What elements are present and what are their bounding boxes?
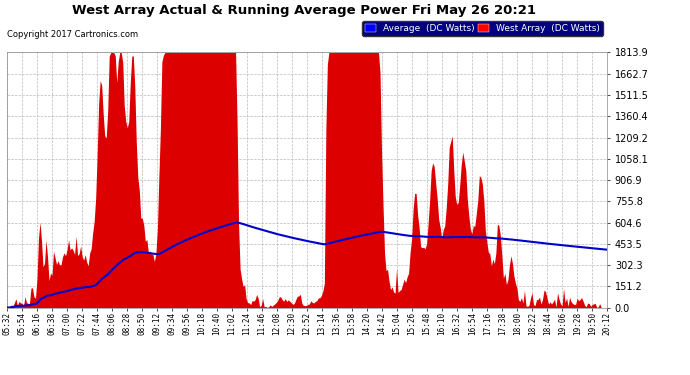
- Legend: Average  (DC Watts), West Array  (DC Watts): Average (DC Watts), West Array (DC Watts…: [362, 21, 602, 36]
- Text: West Array Actual & Running Average Power Fri May 26 20:21: West Array Actual & Running Average Powe…: [72, 4, 535, 17]
- Text: Copyright 2017 Cartronics.com: Copyright 2017 Cartronics.com: [7, 30, 138, 39]
